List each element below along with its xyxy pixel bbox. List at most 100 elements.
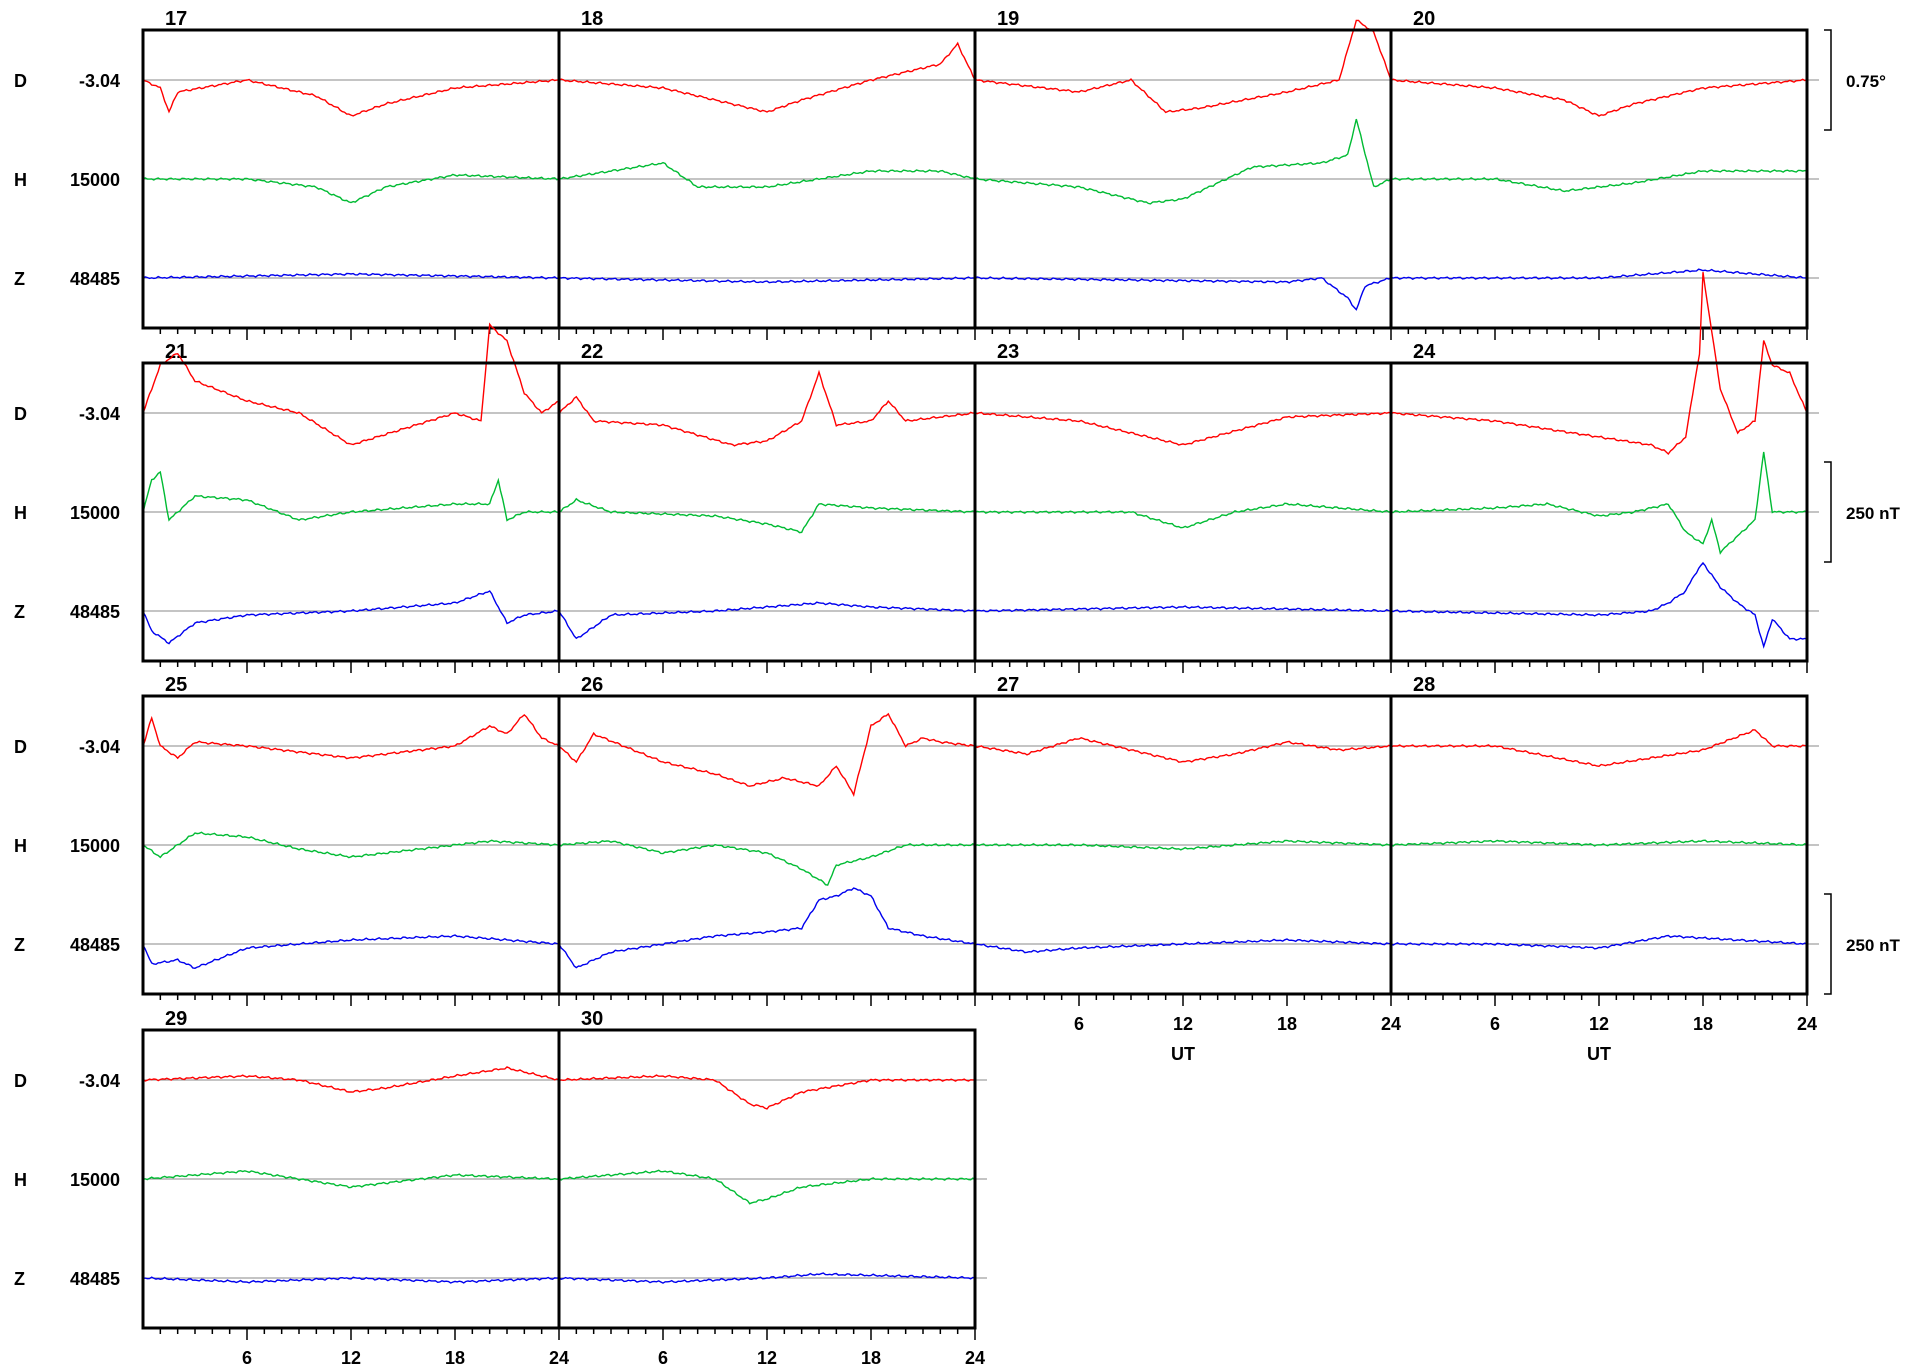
baseline-value-D: -3.04: [79, 404, 120, 424]
baseline-value-Z: 48485: [70, 1269, 120, 1289]
tick-label-18: 18: [1277, 1014, 1297, 1034]
tick-label-12: 12: [757, 1348, 777, 1368]
tick-label-6: 6: [1074, 1014, 1084, 1034]
tick-label-24: 24: [549, 1348, 569, 1368]
component-label-Z: Z: [14, 602, 25, 622]
trace-D-day-25: [142, 713, 560, 760]
trace-H-day-20: [1390, 169, 1808, 193]
trace-H-day-28: [1390, 839, 1808, 847]
trace-H-day-26: [558, 840, 976, 886]
trace-H-day-30: [558, 1169, 976, 1205]
day-label-23: 23: [997, 341, 1019, 363]
trace-D-day-19: [974, 19, 1392, 114]
component-label-Z: Z: [14, 1269, 25, 1289]
scale-bar-bracket: [1824, 461, 1832, 563]
day-label-24: 24: [1413, 341, 1436, 363]
baseline-value-D: -3.04: [79, 737, 120, 757]
scale-bar-label: 250 nT: [1846, 504, 1900, 523]
day-label-25: 25: [165, 674, 187, 696]
scale-bar-0: 0.75°: [1824, 29, 1886, 131]
trace-H-day-27: [974, 839, 1392, 851]
day-label-18: 18: [581, 8, 603, 30]
panel-row-0: D -3.04 H 15000 Z 48485 17 18 19 20: [14, 8, 1819, 340]
trace-D-day-24: [1390, 272, 1808, 456]
trace-Z-day-23: [974, 605, 1392, 613]
trace-H-day-22: [558, 497, 976, 534]
trace-D-day-20: [1390, 78, 1808, 117]
component-label-D: D: [14, 737, 27, 757]
trace-D-day-21: [142, 322, 560, 446]
trace-H-day-25: [142, 831, 560, 859]
trace-H-day-23: [974, 502, 1391, 529]
baseline-value-H: 15000: [70, 1170, 120, 1190]
day-label-27: 27: [997, 674, 1019, 696]
scale-bar-1: 250 nT: [1824, 461, 1900, 563]
tick-label-24: 24: [1381, 1014, 1401, 1034]
tick-label-12: 12: [1173, 1014, 1193, 1034]
trace-H-day-21: [142, 470, 560, 522]
trace-H-day-18: [558, 161, 976, 189]
panel-row-2: D -3.04 H 15000 Z 48485 25 26 27 28: [14, 674, 1819, 1006]
tick-label-6: 6: [242, 1348, 252, 1368]
trace-Z-day-27: [974, 938, 1392, 954]
day-label-28: 28: [1413, 674, 1435, 696]
day-label-19: 19: [997, 8, 1019, 30]
trace-D-day-29: [142, 1066, 560, 1093]
day-label-29: 29: [165, 1008, 187, 1030]
baseline-value-D: -3.04: [79, 1071, 120, 1091]
tick-label-18: 18: [861, 1348, 881, 1368]
baseline-value-Z: 48485: [70, 935, 120, 955]
scale-bar-2: 250 nT: [1824, 893, 1900, 995]
baseline-value-H: 15000: [70, 836, 120, 856]
baseline-value-D: -3.04: [79, 71, 120, 91]
baseline-value-H: 15000: [70, 170, 120, 190]
trace-D-day-28: [1390, 729, 1808, 768]
trace-D-day-30: [558, 1074, 976, 1110]
trace-D-day-18: [558, 41, 976, 113]
tick-label-18: 18: [1693, 1014, 1713, 1034]
component-label-H: H: [14, 1170, 27, 1190]
day-label-22: 22: [581, 341, 603, 363]
trace-Z-day-26: [558, 887, 976, 969]
baseline-value-Z: 48485: [70, 602, 120, 622]
trace-D-day-23: [974, 411, 1392, 446]
component-label-H: H: [14, 170, 27, 190]
component-label-Z: Z: [14, 935, 25, 955]
component-label-Z: Z: [14, 269, 25, 289]
trace-Z-day-30: [558, 1272, 976, 1284]
trace-D-day-22: [558, 369, 976, 447]
tick-label-12: 12: [341, 1348, 361, 1368]
baseline-value-Z: 48485: [70, 269, 120, 289]
trace-Z-day-25: [142, 934, 560, 970]
tick-label-18: 18: [445, 1348, 465, 1368]
trace-Z-day-21: [142, 590, 560, 645]
trace-D-day-27: [974, 737, 1392, 763]
tick-label-6: 6: [658, 1348, 668, 1368]
panel-row-3: D -3.04 H 15000 Z 48485 29 30: [14, 1008, 987, 1340]
trace-D-day-17: [142, 78, 560, 117]
day-label-20: 20: [1413, 8, 1435, 30]
tick-label-24: 24: [1797, 1014, 1817, 1034]
component-label-H: H: [14, 503, 27, 523]
trace-Z-day-20: [1390, 268, 1808, 281]
trace-Z-day-19: [974, 276, 1392, 311]
scale-bar-label: 250 nT: [1846, 936, 1900, 955]
scale-bar-label: 0.75°: [1846, 72, 1886, 91]
trace-Z-day-29: [142, 1276, 560, 1284]
day-label-17: 17: [165, 8, 187, 30]
trace-H-day-29: [142, 1169, 560, 1189]
tick-label-6: 6: [1490, 1014, 1500, 1034]
trace-Z-day-17: [142, 272, 560, 280]
day-label-30: 30: [581, 1008, 603, 1030]
trace-D-day-26: [558, 712, 976, 797]
tick-label-24: 24: [965, 1348, 985, 1368]
trace-Z-day-18: [558, 276, 975, 284]
day-label-26: 26: [581, 674, 603, 696]
component-label-H: H: [14, 836, 27, 856]
trace-H-day-19: [974, 118, 1392, 205]
trace-Z-day-22: [558, 601, 976, 640]
trace-H-day-24: [1390, 451, 1808, 555]
trace-H-day-17: [142, 173, 560, 204]
